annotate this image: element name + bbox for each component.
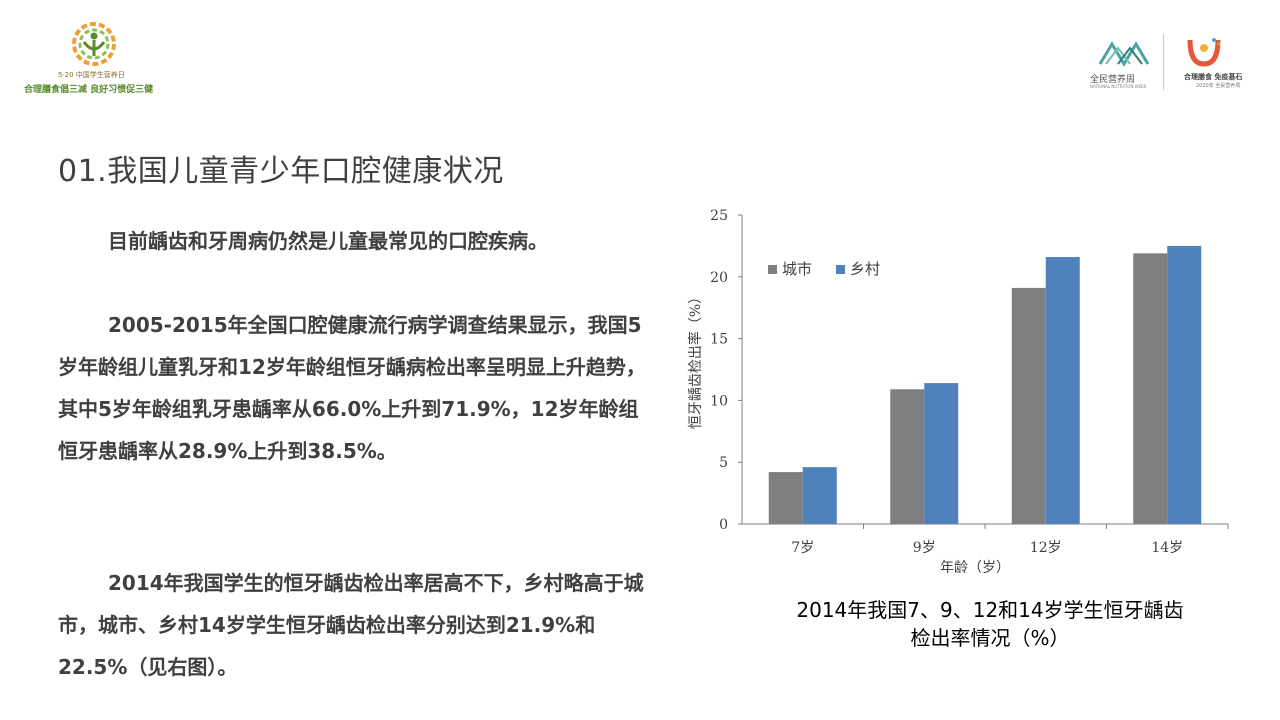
bar-city: [1011, 287, 1046, 524]
nutrition-week-english-label: NATIONAL NUTRITION WEEK: [1090, 84, 1147, 89]
logo-left-subtitle: 5·20 中国学生营养日: [58, 71, 125, 79]
y-axis-title: 恒牙龋齿检出率（%）: [687, 290, 704, 429]
y-tick-label: 0: [719, 517, 728, 533]
bar-rural: [924, 383, 959, 524]
bar-city: [890, 389, 925, 524]
x-tick-label: 7岁: [791, 540, 814, 556]
nutrition-week-emblem-icon: [1098, 41, 1150, 67]
bar-rural: [1045, 257, 1080, 524]
paragraph-2: 2005-2015年全国口腔健康流行病学调查结果显示，我国5岁年龄组儿童乳牙和1…: [58, 313, 646, 463]
y-tick-label: 5: [719, 455, 728, 471]
chart-caption-line2: 检出率情况（%）: [910, 626, 1070, 650]
nutrition-week-logos: 全民营养周 NATIONAL NUTRITION WEEK 合理膳食 免疫基石 …: [1088, 30, 1242, 90]
legend-swatch-rural: [836, 265, 845, 274]
bar-city: [768, 472, 803, 524]
nutrition-week-label: 全民营养周: [1090, 75, 1136, 85]
chart-caption-line1: 2014年我国7、9、12和14岁学生恒牙龋齿: [796, 598, 1184, 622]
nutrition-week-2020-emblem-icon: [1187, 38, 1221, 67]
x-axis-title: 年龄（岁）: [940, 560, 1010, 576]
bar-rural: [1167, 245, 1202, 524]
legend-swatch-city: [768, 265, 777, 274]
bar-city: [1133, 253, 1168, 524]
x-tick-label: 14岁: [1151, 540, 1183, 556]
legend-label-city: 城市: [782, 260, 812, 278]
nutrition-week-year: 2020年 全民营养周: [1196, 83, 1241, 89]
student-nutrition-day-emblem-icon: [72, 22, 116, 66]
student-nutrition-day-logo: 5·20 中国学生营养日 合理膳食倡三减 良好习惯促三健: [24, 22, 164, 98]
legend-label-rural: 乡村: [850, 260, 880, 278]
y-tick-label: 25: [710, 208, 728, 224]
logo-divider: [1163, 34, 1164, 90]
y-tick-label: 15: [710, 332, 728, 348]
bar-rural: [802, 467, 837, 524]
logo-left-slogan: 合理膳食倡三减 良好习惯促三健: [24, 85, 154, 95]
x-tick-label: 9岁: [913, 540, 936, 556]
x-tick-label: 12岁: [1030, 540, 1062, 556]
paragraph-1: 目前龋齿和牙周病仍然是儿童最常见的口腔疾病。: [108, 229, 548, 253]
chart-caption: 2014年我国7、9、12和14岁学生恒牙龋齿 检出率情况（%）: [740, 596, 1240, 652]
y-tick-label: 10: [710, 393, 728, 409]
nutrition-week-slogan: 合理膳食 免疫基石: [1184, 73, 1243, 81]
bar-chart: 0 5 10 15 20 25 7岁 9岁 12岁 14岁年龄（岁） 恒牙龋齿检出率（%） 城市 乡村: [680, 200, 1240, 600]
y-tick-label: 20: [710, 270, 728, 286]
paragraph-3: 2014年我国学生的恒牙龋齿检出率居高不下，乡村略高于城市，城市、乡村14岁学生…: [58, 571, 644, 679]
page-title: 01.我国儿童青少年口腔健康状况: [58, 154, 504, 189]
